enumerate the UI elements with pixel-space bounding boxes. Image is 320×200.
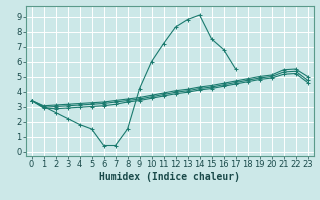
X-axis label: Humidex (Indice chaleur): Humidex (Indice chaleur)	[99, 172, 240, 182]
